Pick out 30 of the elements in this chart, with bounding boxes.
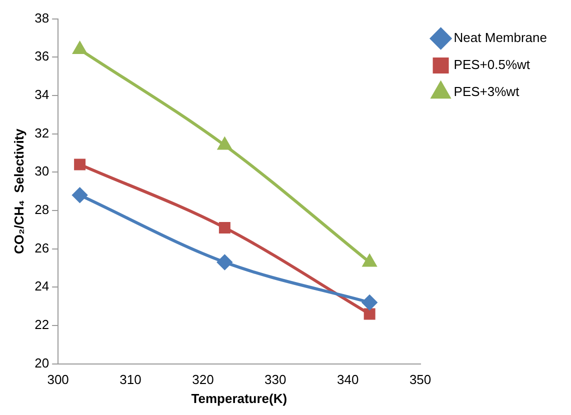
x-axis-title: Temperature(K) — [191, 390, 288, 406]
x-tick-label: 340 — [336, 372, 359, 388]
y-tick-label: 34 — [34, 87, 50, 102]
point — [74, 158, 86, 170]
point — [218, 222, 230, 234]
x-tick-label: 320 — [192, 372, 214, 388]
legend-label: Neat Membrane — [454, 30, 548, 46]
y-tick-label: 36 — [34, 48, 50, 64]
y-tick-label: 26 — [34, 240, 50, 256]
y-tick-label: 20 — [34, 355, 50, 370]
point — [364, 308, 376, 320]
y-axis-title: CO₂/CH₄ Selectivity — [11, 128, 26, 254]
point — [72, 188, 88, 203]
point — [73, 42, 86, 54]
point — [362, 254, 376, 267]
y-tick-label: 28 — [34, 202, 50, 218]
y-tick-label: 22 — [34, 317, 50, 332]
legend-label: PES+3%wt — [454, 84, 520, 100]
y-tick-label: 30 — [34, 164, 50, 179]
point — [362, 294, 378, 310]
x-tick-label: 350 — [409, 372, 432, 388]
x-tick-label: 310 — [120, 372, 142, 388]
y-tick-label: 24 — [34, 278, 50, 294]
y-tick-label: 38 — [34, 10, 50, 26]
y-tick-label: 32 — [34, 125, 50, 140]
point — [217, 254, 232, 270]
x-tick-label: 330 — [264, 372, 286, 388]
x-tick-label: 300 — [47, 372, 69, 388]
point — [218, 138, 232, 150]
legend-label: PES+0.5%wt — [454, 57, 530, 72]
